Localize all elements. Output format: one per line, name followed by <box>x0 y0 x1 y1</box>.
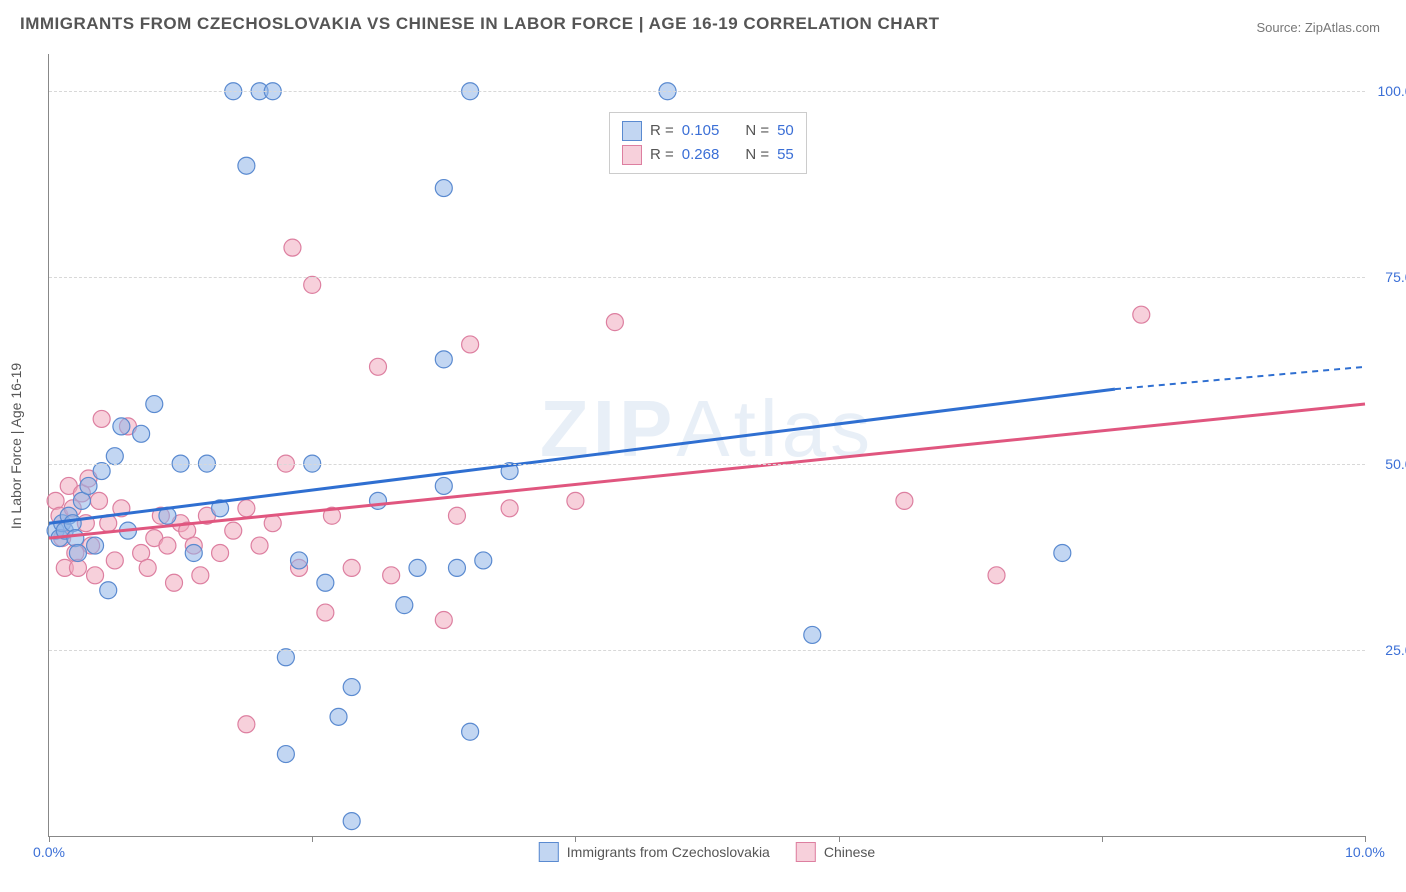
n-label: N = <box>745 143 769 167</box>
y-tick-label: 75.0% <box>1370 269 1406 285</box>
legend-series-names: Immigrants from Czechoslovakia Chinese <box>539 842 875 862</box>
source-attribution: Source: ZipAtlas.com <box>1256 20 1380 35</box>
y-tick-label: 100.0% <box>1370 83 1406 99</box>
legend-swatch-blue <box>539 842 559 862</box>
gridline-horizontal <box>49 277 1365 278</box>
legend-label: Chinese <box>824 844 875 860</box>
gridline-horizontal <box>49 91 1365 92</box>
x-tick-label: 0.0% <box>33 844 65 860</box>
n-value: 55 <box>777 143 794 167</box>
legend-swatch-pink <box>796 842 816 862</box>
y-tick-label: 25.0% <box>1370 642 1406 658</box>
legend-item-chinese: Chinese <box>796 842 875 862</box>
x-tick-mark <box>575 836 576 842</box>
legend-row-series-a: R = 0.105 N = 50 <box>622 119 794 143</box>
r-label: R = <box>650 143 674 167</box>
chart-plot-area: ZIPAtlas R = 0.105 N = 50 R = 0.268 N = … <box>48 54 1365 837</box>
gridline-horizontal <box>49 464 1365 465</box>
legend-swatch-blue <box>622 121 642 141</box>
x-tick-mark <box>1102 836 1103 842</box>
y-tick-label: 50.0% <box>1370 456 1406 472</box>
r-value: 0.105 <box>682 119 720 143</box>
legend-correlation-box: R = 0.105 N = 50 R = 0.268 N = 55 <box>609 112 807 174</box>
n-value: 50 <box>777 119 794 143</box>
x-tick-mark <box>839 836 840 842</box>
x-tick-label: 10.0% <box>1345 844 1385 860</box>
n-label: N = <box>745 119 769 143</box>
r-value: 0.268 <box>682 143 720 167</box>
gridline-horizontal <box>49 650 1365 651</box>
r-label: R = <box>650 119 674 143</box>
x-tick-mark <box>312 836 313 842</box>
legend-item-czechoslovakia: Immigrants from Czechoslovakia <box>539 842 770 862</box>
legend-swatch-pink <box>622 145 642 165</box>
x-tick-mark <box>1365 836 1366 842</box>
legend-row-series-b: R = 0.268 N = 55 <box>622 143 794 167</box>
x-tick-mark <box>49 836 50 842</box>
chart-title: IMMIGRANTS FROM CZECHOSLOVAKIA VS CHINES… <box>20 14 940 34</box>
y-axis-label: In Labor Force | Age 16-19 <box>8 363 24 529</box>
legend-label: Immigrants from Czechoslovakia <box>567 844 770 860</box>
